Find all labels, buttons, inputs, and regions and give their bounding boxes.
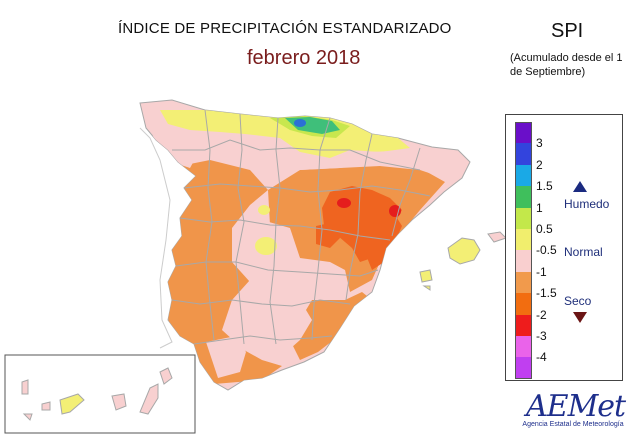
map-subtitle: febrero 2018	[247, 47, 361, 69]
island-fuerteventura	[139, 383, 159, 415]
legend-tick-label: -1	[536, 264, 547, 279]
legend-swatch	[515, 143, 532, 165]
legend-wet-label: Humedo	[564, 197, 610, 211]
legend: 3 2 1.5 1 0.5 -0.5 -1 -1.5 -2 -3 -4 Humedo Normal …	[505, 114, 623, 381]
legend-swatch	[515, 271, 532, 294]
legend-dry-label: Seco	[564, 294, 592, 308]
accumulation-note: (Acumulado desde el 1 de Septiembre)	[510, 52, 623, 78]
island-la-palma	[21, 379, 29, 395]
province-borders	[171, 109, 431, 345]
wet-zone-north	[160, 110, 410, 160]
island-formentera	[422, 285, 431, 291]
wet-patch-madrid	[255, 237, 277, 255]
legend-tick-label: 1	[536, 200, 543, 215]
legend-swatch	[515, 336, 532, 358]
legend-tick-label: -3	[536, 329, 547, 343]
aemet-agency-name: Agencia Estatal de Meteorología	[522, 421, 624, 428]
extremely-wet-spot	[294, 119, 306, 127]
legend-swatch	[515, 164, 532, 187]
island-gran-canaria	[111, 393, 127, 411]
island-mallorca	[447, 237, 481, 265]
map-title: ÍNDICE DE PRECIPITACIÓN ESTANDARIZADO	[118, 20, 452, 37]
legend-tick-label: -0.5	[536, 243, 557, 258]
legend-tick-label: -4	[536, 350, 547, 365]
canary-inset-frame	[4, 354, 196, 434]
legend-tick-label: -2	[536, 307, 547, 322]
legend-swatch	[515, 207, 532, 229]
extreme-dry-spot-1	[337, 198, 351, 208]
legend-swatch	[515, 250, 532, 272]
legend-tick-label: 1.5	[536, 179, 553, 194]
legend-tick-label: -1.5	[536, 286, 557, 301]
legend-normal-label: Normal	[564, 245, 603, 259]
portugal-outline	[139, 127, 173, 349]
dry-zone-west	[160, 160, 282, 384]
aemet-logo-word: AEMet	[526, 389, 626, 424]
normal-zone-ebro	[272, 148, 455, 180]
island-lanzarote	[159, 367, 173, 385]
legend-swatch	[515, 229, 532, 251]
island-gomera	[41, 401, 51, 411]
legend-swatch	[515, 357, 532, 379]
normal-zone-central	[232, 220, 300, 292]
wet-arrow-icon	[573, 181, 587, 192]
legend-tick-label: 2	[536, 157, 543, 172]
legend-swatch	[515, 186, 532, 208]
legend-tick-label: 0.5	[536, 222, 553, 236]
island-hierro	[22, 413, 33, 421]
legend-swatch	[515, 122, 532, 144]
dry-arrow-icon	[573, 312, 587, 323]
dry-zone-south-east	[290, 292, 372, 360]
legend-swatch	[515, 293, 532, 315]
very-dry-zone-valencia	[360, 210, 402, 270]
index-name: SPI	[551, 20, 584, 42]
wet-patch-avila	[258, 205, 270, 215]
island-tenerife	[59, 393, 85, 415]
aemet-logo: AEMet Agencia Estatal de Meteorología	[512, 385, 632, 433]
island-menorca	[487, 231, 507, 243]
normal-zone-southwest	[206, 336, 246, 378]
legend-swatch	[515, 314, 532, 336]
normal-zone-south	[226, 292, 312, 358]
legend-tick-label: 3	[536, 136, 543, 151]
island-ibiza	[419, 269, 433, 283]
normal-zone-galicia	[150, 126, 200, 168]
